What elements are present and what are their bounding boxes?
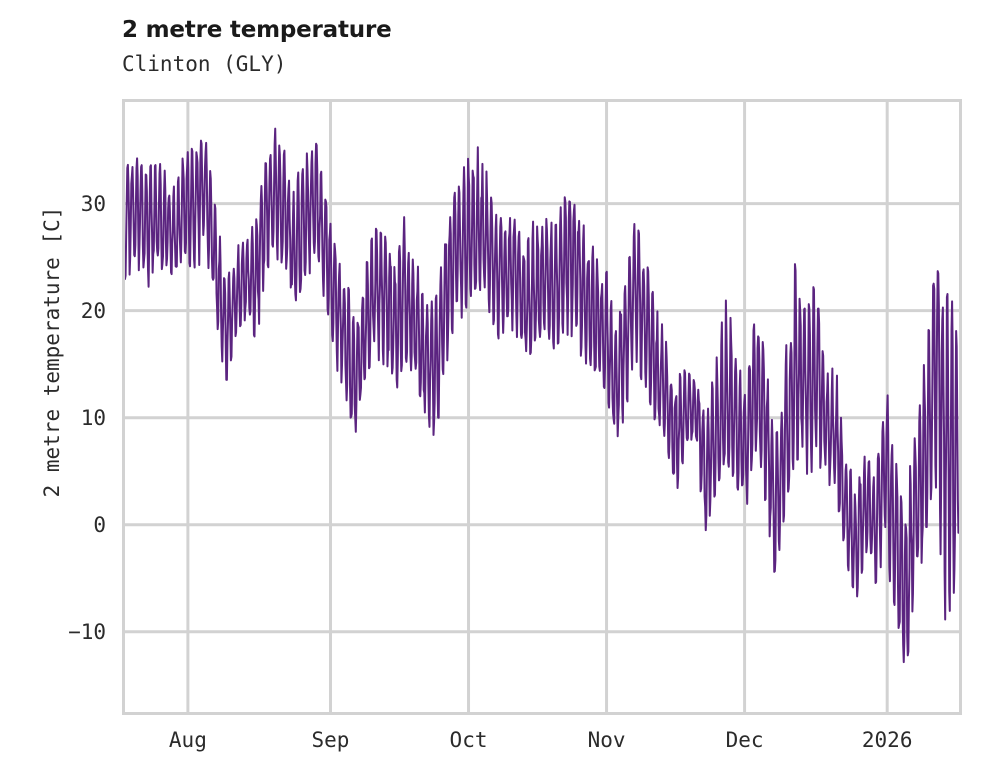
x-tick-label: Aug [168, 728, 207, 752]
x-tick-label: Nov [587, 728, 626, 752]
x-tick-label: Dec [725, 728, 764, 752]
y-axis-tick-labels: 30 20 10 0 −10 [0, 0, 106, 782]
x-tick-label: Oct [449, 728, 488, 752]
chart-subtitle: Clinton (GLY) [122, 52, 287, 76]
chart-title: 2 metre temperature [122, 17, 392, 43]
y-tick-label: 30 [80, 191, 106, 216]
y-tick-label: −10 [68, 619, 106, 644]
plot-area [122, 99, 962, 715]
y-tick-label: 0 [93, 512, 106, 537]
x-tick-label: 2026 [861, 728, 913, 752]
y-tick-label: 20 [80, 298, 106, 323]
temperature-line-path [125, 129, 959, 662]
x-tick-label: Sep [311, 728, 350, 752]
y-tick-label: 10 [80, 405, 106, 430]
temperature-series-line [125, 102, 959, 712]
